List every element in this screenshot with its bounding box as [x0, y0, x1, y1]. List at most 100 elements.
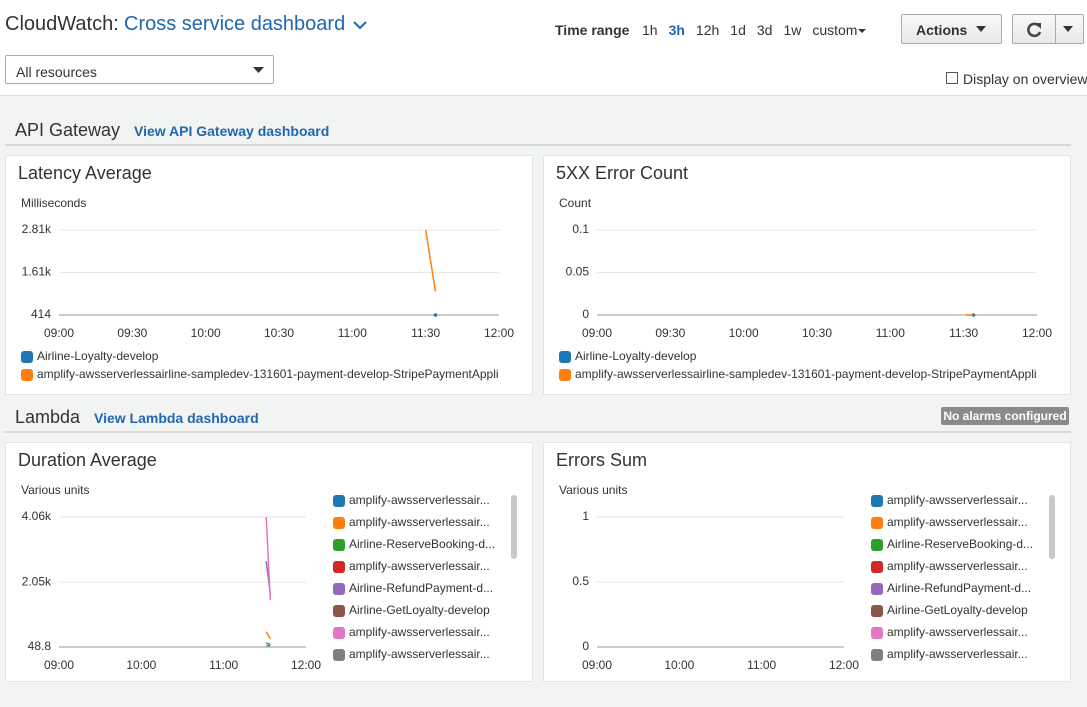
- y-tick-label: 0.1: [572, 222, 589, 236]
- resource-caret: [253, 67, 264, 73]
- x-tick-label: 09:30: [117, 326, 147, 340]
- time-range-option[interactable]: custom: [812, 22, 858, 38]
- legend-label: amplify-awsserverlessair...: [887, 493, 1028, 507]
- actions-button[interactable]: Actions: [901, 14, 1002, 44]
- y-axis-label: Count: [559, 196, 592, 210]
- dashboard-selector[interactable]: Cross service dashboard: [124, 13, 346, 35]
- section-divider: [5, 431, 1071, 433]
- x-tick-label: 09:00: [44, 658, 74, 672]
- overview-label[interactable]: Display on overview: [963, 71, 1087, 87]
- legend-swatch: [871, 649, 883, 661]
- legend-swatch: [871, 605, 883, 617]
- resource-filter[interactable]: All resources: [5, 55, 274, 84]
- legend-swatch: [333, 627, 345, 639]
- y-tick-label: 48.8: [28, 639, 52, 653]
- refresh-caret[interactable]: [1063, 26, 1073, 32]
- section-title: API Gateway: [15, 120, 121, 140]
- x-tick-label: 10:30: [264, 326, 294, 340]
- x-tick-label: 11:00: [747, 658, 776, 672]
- legend-swatch: [333, 539, 345, 551]
- section-link[interactable]: View API Gateway dashboard: [134, 123, 330, 139]
- legend-label: Airline-GetLoyalty-develop: [887, 603, 1028, 617]
- chart: Duration Average Various units 48.8 2.05k 4.…: [18, 450, 517, 672]
- time-range-option[interactable]: 1d: [730, 22, 746, 38]
- legend-swatch: [871, 561, 883, 573]
- legend-swatch: [21, 369, 33, 381]
- widget: Latency Average Milliseconds 414 1.61k 2.81k…: [5, 155, 533, 395]
- chart: 5XX Error Count Count 0 0.05 0.1 09:00 09:30 10…: [556, 163, 1052, 381]
- x-tick-label: 10:00: [729, 326, 759, 340]
- legend-label: amplify-awsserverlessair...: [887, 625, 1028, 639]
- series-line: [266, 644, 271, 647]
- legend-swatch: [333, 561, 345, 573]
- dashboard-body: API Gateway View API Gateway dashboard L…: [0, 95, 1087, 707]
- section-divider: [5, 144, 1071, 146]
- x-tick-label: 09:00: [44, 326, 74, 340]
- chart: Errors Sum Various units 0 0.5 1 09:00 10:00 11…: [556, 450, 1055, 672]
- legend-swatch: [333, 583, 345, 595]
- legend-swatch: [21, 351, 33, 363]
- series-line: [265, 631, 271, 640]
- legend-label: Airline-RefundPayment-d...: [887, 581, 1031, 595]
- legend-swatch: [559, 351, 571, 363]
- legend-label: Airline-Loyalty-develop: [37, 349, 159, 363]
- x-tick-label: 12:00: [1022, 326, 1052, 340]
- overview-checkbox[interactable]: [946, 72, 958, 84]
- alarm-badge: No alarms configured: [941, 407, 1069, 425]
- actions-caret: [976, 26, 986, 32]
- time-range-option[interactable]: 1w: [783, 22, 802, 38]
- widget-title: Duration Average: [18, 450, 157, 470]
- x-tick-label: 12:00: [291, 658, 321, 672]
- time-range-option[interactable]: 12h: [695, 22, 720, 38]
- x-tick-label: 12:00: [484, 326, 514, 340]
- y-tick-label: 0: [582, 639, 589, 653]
- x-tick-label: 11:00: [876, 326, 905, 340]
- x-tick-label: 11:00: [338, 326, 367, 340]
- legend-swatch: [559, 369, 571, 381]
- time-range-options: 1h 3h 12h 1d 3d 1w custom: [642, 22, 857, 38]
- y-axis-label: Various units: [21, 483, 89, 497]
- x-tick-label: 12:00: [829, 658, 859, 672]
- x-tick-label: 10:00: [191, 326, 221, 340]
- legend-swatch: [333, 605, 345, 617]
- x-tick-label: 09:00: [582, 326, 612, 340]
- section-link[interactable]: View Lambda dashboard: [94, 410, 259, 426]
- x-tick-label: 11:30: [411, 326, 440, 340]
- y-tick-label: 0.05: [566, 265, 590, 279]
- x-tick-label: 10:30: [802, 326, 832, 340]
- chart: Latency Average Milliseconds 414 1.61k 2.81k…: [18, 163, 514, 381]
- x-tick-label: 10:00: [664, 658, 694, 672]
- legend-swatch: [871, 495, 883, 507]
- y-axis-label: Milliseconds: [21, 196, 86, 210]
- legend-label: amplify-awsserverlessair...: [349, 493, 490, 507]
- series-line: [265, 516, 272, 601]
- legend-label: amplify-awsserverlessair...: [349, 625, 490, 639]
- legend-label: Airline-ReserveBooking-d...: [887, 537, 1033, 551]
- legend-swatch: [333, 649, 345, 661]
- time-range-option[interactable]: 1h: [642, 22, 658, 38]
- widget-title: Latency Average: [18, 163, 152, 183]
- legend-label: amplify-awsserverlessair...: [887, 515, 1028, 529]
- refresh-button[interactable]: [1012, 14, 1084, 44]
- widget-title: 5XX Error Count: [556, 163, 688, 183]
- y-tick-label: 4.06k: [22, 509, 52, 523]
- time-range-option[interactable]: 3h: [668, 22, 685, 38]
- actions-label: Actions: [916, 22, 968, 38]
- legend-swatch: [871, 627, 883, 639]
- legend-label: Airline-GetLoyalty-develop: [349, 603, 490, 617]
- y-tick-label: 0: [582, 307, 589, 321]
- time-range-option[interactable]: 3d: [756, 22, 773, 38]
- y-tick-label: 2.05k: [22, 574, 52, 588]
- legend-label: amplify-awsserverlessair...: [349, 515, 490, 529]
- time-range-label: Time range: [555, 22, 630, 38]
- legend-scrollbar: [1049, 495, 1055, 559]
- section-title: Lambda: [15, 407, 81, 427]
- x-tick-label: 09:00: [582, 658, 612, 672]
- dashboard-chevron[interactable]: [352, 19, 368, 31]
- legend-swatch: [871, 583, 883, 595]
- legend-label: Airline-ReserveBooking-d...: [349, 537, 495, 551]
- y-tick-label: 1.61k: [22, 265, 52, 279]
- custom-caret: [858, 29, 866, 33]
- x-tick-label: 09:30: [655, 326, 685, 340]
- data-point: [433, 313, 438, 317]
